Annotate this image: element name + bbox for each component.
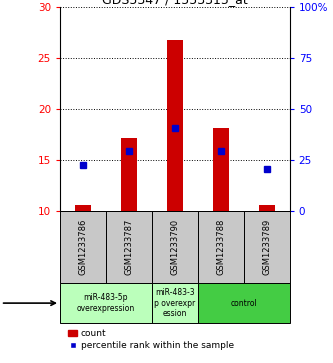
Text: GSM1233786: GSM1233786: [78, 219, 88, 275]
Bar: [106, 211, 152, 283]
Text: control: control: [230, 299, 257, 307]
Text: GSM1233789: GSM1233789: [262, 219, 271, 275]
Legend: count, percentile rank within the sample: count, percentile rank within the sample: [65, 326, 237, 354]
Text: miR-483-3
p overexpr
ession: miR-483-3 p overexpr ession: [154, 288, 195, 318]
Bar: [60, 283, 152, 323]
Bar: [60, 211, 106, 283]
Text: miR-483-5p
overexpression: miR-483-5p overexpression: [77, 293, 135, 313]
Text: GSM1233788: GSM1233788: [216, 219, 225, 275]
Bar: [213, 128, 229, 211]
Text: GSM1233790: GSM1233790: [170, 219, 179, 275]
Bar: [167, 40, 183, 211]
Title: GDS5347 / 1553315_at: GDS5347 / 1553315_at: [102, 0, 248, 6]
Bar: [259, 205, 275, 211]
Bar: [244, 211, 290, 283]
Bar: [152, 211, 198, 283]
Bar: [198, 211, 244, 283]
Bar: [198, 283, 290, 323]
Bar: [152, 283, 198, 323]
Bar: [121, 138, 137, 211]
Text: GSM1233787: GSM1233787: [124, 219, 134, 275]
Text: protocol: protocol: [0, 298, 55, 308]
Bar: [75, 205, 91, 211]
